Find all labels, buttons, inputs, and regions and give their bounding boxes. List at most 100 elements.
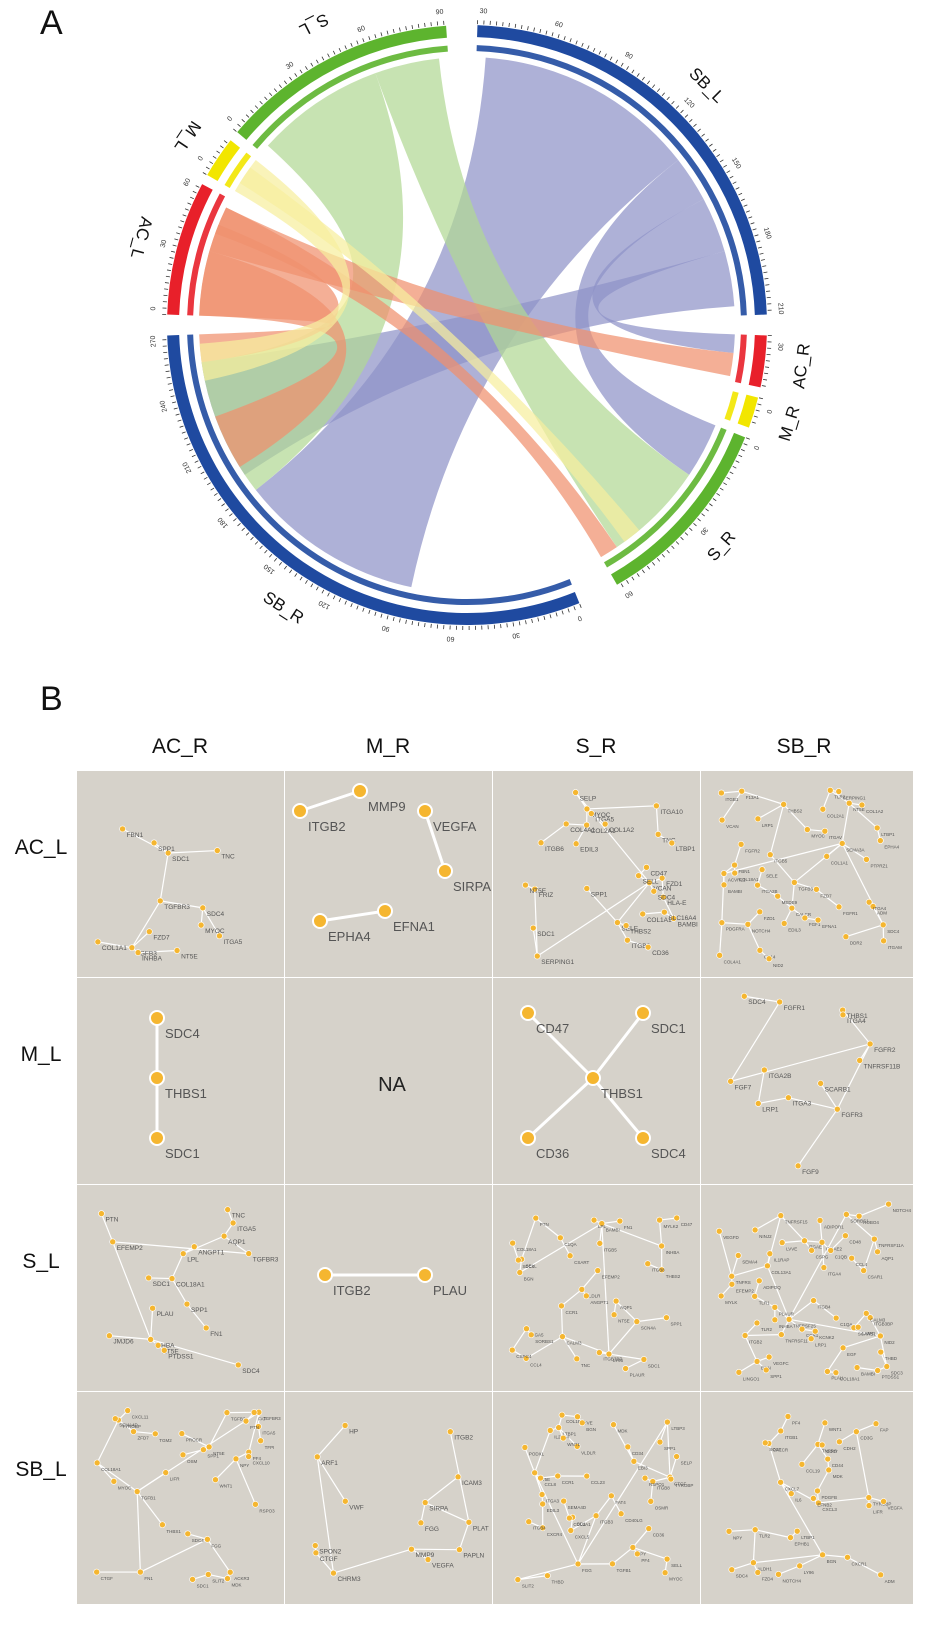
gene-label: TYROBP (122, 1424, 141, 1429)
column-header-m-r: M_R (365, 735, 411, 758)
gene-label: COL1A1 (102, 945, 127, 952)
gene-node (788, 904, 796, 912)
network-edge (797, 1108, 838, 1167)
axis-tick (178, 226, 183, 229)
gene-label: VCAN (653, 886, 671, 893)
gene-label: ITGB4 (818, 1305, 832, 1310)
network-edge (524, 1447, 536, 1473)
gene-label: TNFRSF11A (878, 1243, 903, 1248)
gene-node (109, 1238, 116, 1246)
gene-label: ITGB3BP (874, 1322, 893, 1327)
axis-tick (417, 23, 420, 28)
axis-tick (762, 378, 768, 381)
gene-node (539, 1500, 546, 1508)
gene-node (596, 1240, 604, 1247)
axis-tick (755, 409, 760, 412)
gene-node (111, 1415, 119, 1422)
network-edge (783, 803, 808, 830)
axis-tick (169, 257, 174, 259)
gene-label: PAPLN (463, 1553, 484, 1560)
gene-node (612, 1297, 620, 1305)
gene-label: RSPO3 (259, 1508, 275, 1513)
gene-node (740, 992, 748, 1000)
gene-node (555, 1424, 562, 1431)
gene-node (634, 1550, 641, 1558)
network-edge (872, 906, 884, 926)
gene-label: TFPI (265, 1445, 275, 1450)
gene-node (574, 1413, 581, 1421)
gene-label: PDGFRA (726, 927, 745, 932)
gene-node (853, 1428, 860, 1435)
gene-label: FN1 (210, 1331, 223, 1338)
gene-node (735, 1369, 743, 1376)
gene-node (810, 1297, 817, 1304)
column-header-s-r: S_R (575, 735, 617, 758)
gene-node (640, 1356, 648, 1363)
network-edge (96, 1462, 138, 1493)
tick-label: 150 (263, 562, 277, 575)
axis-tick (573, 606, 576, 611)
gene-node (750, 1559, 757, 1567)
axis-tick (356, 605, 359, 610)
gene-label: NT5E (162, 1348, 179, 1355)
gene-node (583, 1472, 591, 1480)
gene-label: ITGA2B (768, 1073, 791, 1080)
gene-node (744, 921, 752, 928)
axis-tick (380, 613, 383, 618)
axis-tick (189, 448, 194, 452)
gene-label: SDC1 (648, 1363, 661, 1368)
axis-tick (310, 583, 314, 588)
gene-label: SELP (580, 795, 597, 802)
gene-node (255, 1423, 262, 1430)
gene-node (183, 1300, 191, 1308)
gene-node (785, 1094, 792, 1101)
axis-tick (762, 265, 767, 267)
axis-tick (641, 76, 645, 81)
gene-node (873, 824, 881, 832)
gene-node (645, 1525, 653, 1532)
gene-label: THBS1 (165, 1086, 207, 1101)
gene-node (179, 1451, 187, 1459)
network-edge (577, 1515, 597, 1565)
axis-tick (184, 437, 189, 440)
gene-label: CD36 (652, 950, 669, 957)
network-edge (511, 1328, 527, 1351)
network-edge (754, 1215, 782, 1231)
network-edge (632, 1528, 650, 1548)
gene-node (98, 1210, 105, 1217)
gene-label: EGF (847, 1352, 857, 1357)
gene-node (787, 1534, 794, 1541)
gene-node (644, 943, 652, 951)
gene-node (817, 1080, 824, 1087)
gene-label: NT5E (539, 1477, 551, 1482)
axis-tick (723, 482, 727, 486)
gene-label: ITGB3BP (603, 1357, 622, 1362)
gene-label: KCNK2 (819, 1335, 835, 1340)
axis-tick (172, 401, 177, 404)
network-cell-s-l-m-r: ITGB2 PLAU (284, 1184, 498, 1398)
axis-tick (763, 271, 768, 274)
gene-label: TGFBR3 (164, 904, 190, 911)
gene-label: SELL (526, 1263, 538, 1268)
gene-label: EFEMP2 (602, 1275, 621, 1280)
axis-tick (656, 558, 661, 562)
gene-node (567, 1527, 575, 1534)
gene-node (202, 1324, 210, 1332)
axis-tick (245, 532, 250, 536)
gene-label: TNFRS (822, 1448, 837, 1453)
axis-tick (689, 119, 693, 123)
gene-node (813, 886, 820, 893)
axis-tick (237, 522, 241, 527)
network-edge (791, 882, 795, 909)
axis-tick (189, 196, 194, 200)
gene-label: C1QB (835, 1254, 847, 1259)
tick-label: 180 (217, 516, 230, 530)
network-edge (586, 888, 618, 923)
gene-label: NOTCH4 (752, 928, 771, 933)
gene-label: VEGFA (433, 819, 477, 834)
axis-tick (557, 34, 560, 39)
gene-label: CD1 (577, 1521, 586, 1526)
gene-node (342, 1497, 349, 1505)
gene-label: CHRM3 (337, 1576, 360, 1583)
gene-label: ITGA10 (660, 809, 683, 816)
